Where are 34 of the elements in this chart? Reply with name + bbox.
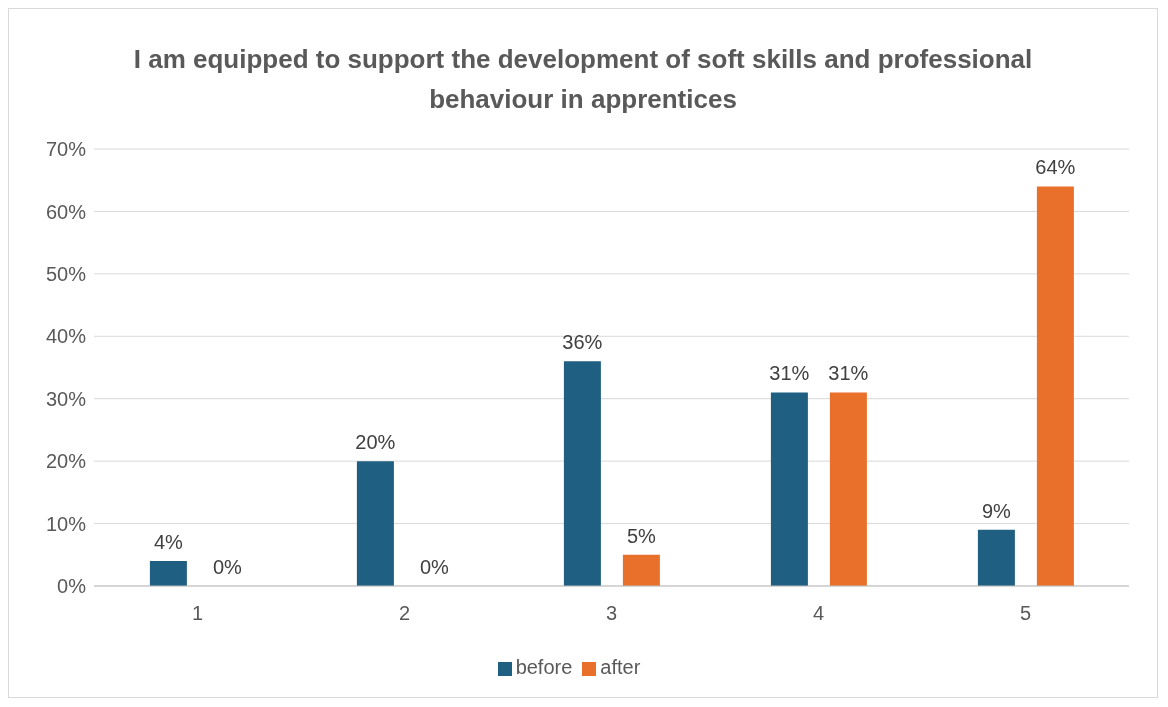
data-label: 4% <box>153 531 184 554</box>
x-tick-label: 4 <box>812 602 825 625</box>
bar <box>1036 186 1074 586</box>
x-tick-label: 2 <box>398 602 411 625</box>
data-label: 0% <box>212 555 243 578</box>
bar <box>770 392 808 586</box>
y-tick-label: 0% <box>57 575 87 598</box>
y-tick-label: 40% <box>45 325 87 348</box>
bar <box>149 561 187 586</box>
y-tick-label: 70% <box>45 138 87 161</box>
chart-title: I am equipped to support the development of soft skills and professional behaviour in apprentices <box>133 43 1033 116</box>
legend-label: after <box>600 656 641 678</box>
bar <box>977 529 1015 586</box>
y-tick-label: 50% <box>45 262 87 285</box>
data-label: 20% <box>355 431 396 454</box>
x-tick-label: 5 <box>1019 602 1032 625</box>
bar <box>622 554 660 586</box>
bar <box>563 361 601 586</box>
x-tick-label: 3 <box>605 602 618 625</box>
y-tick-label: 30% <box>45 387 87 410</box>
data-label: 31% <box>828 362 869 385</box>
bar <box>829 392 867 586</box>
legend-label: before <box>515 656 573 678</box>
x-tick-label: 1 <box>191 602 204 625</box>
y-tick-label: 10% <box>45 512 87 535</box>
data-label: 36% <box>562 331 603 354</box>
data-label: 0% <box>419 555 450 578</box>
data-label: 31% <box>769 362 810 385</box>
data-label: 5% <box>626 524 657 547</box>
data-label: 9% <box>981 499 1012 522</box>
bar <box>356 461 394 586</box>
data-label: 64% <box>1035 156 1076 179</box>
y-tick-label: 20% <box>45 450 87 473</box>
y-tick-label: 60% <box>45 200 87 223</box>
